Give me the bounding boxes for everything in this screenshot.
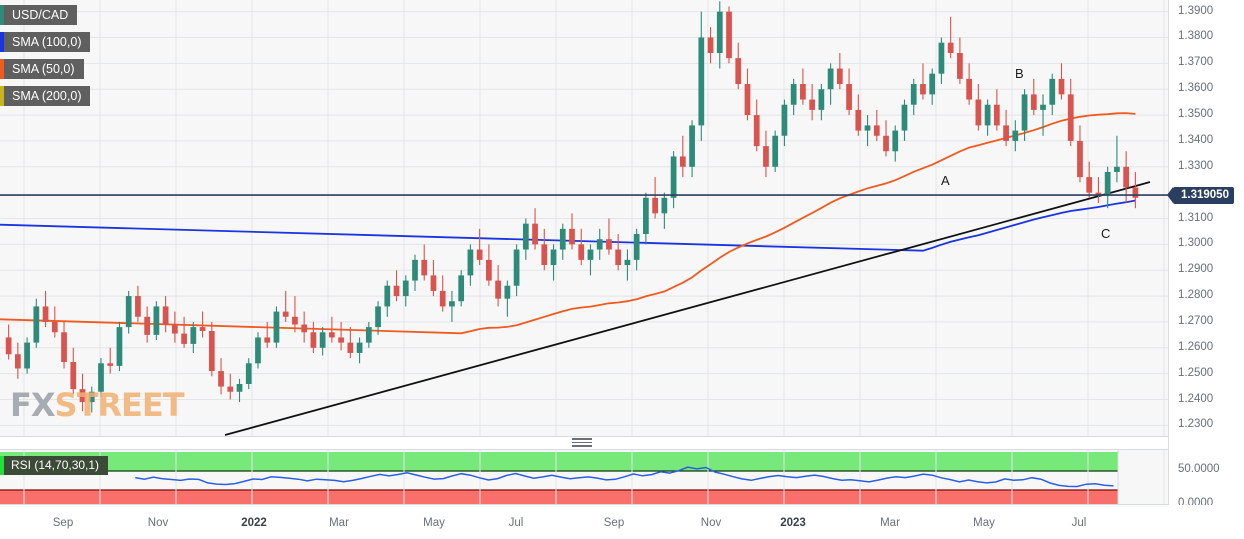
rsi-canvas bbox=[0, 450, 1165, 504]
rsi-axis-label: 50.0000 bbox=[1178, 463, 1220, 475]
legend-item-sma100[interactable]: SMA (100,0) bbox=[0, 32, 91, 52]
time-axis-month-label: Mar bbox=[329, 517, 349, 529]
price-axis-label: 1.2600 bbox=[1178, 340, 1214, 353]
legend-label-sma50: SMA (50,0) bbox=[4, 59, 84, 79]
rsi-indicator-pane[interactable]: RSI (14,70,30,1) bbox=[0, 449, 1168, 505]
price-axis-label: 1.3700 bbox=[1178, 56, 1214, 69]
legend-color-swatch-sma100 bbox=[0, 32, 4, 52]
current-price-tag: 1.319050 bbox=[1167, 186, 1234, 204]
price-axis[interactable]: 1.3900 1.3800 1.3700 1.3600 1.3500 1.3400 1.33… bbox=[1167, 0, 1244, 509]
price-axis-label: 1.3500 bbox=[1178, 108, 1214, 121]
time-axis-year-label: 2022 bbox=[241, 517, 267, 529]
legend-label-symbol: USD/CAD bbox=[4, 5, 78, 25]
time-axis-month-label: Jul bbox=[508, 517, 524, 529]
rsi-legend-label: RSI (14,70,30,1) bbox=[4, 456, 109, 475]
handle-line bbox=[572, 441, 592, 443]
price-axis-label: 1.2900 bbox=[1178, 263, 1214, 276]
price-axis-label: 1.3400 bbox=[1178, 133, 1214, 146]
time-axis[interactable]: Sep Nov 2022 Mar May Jul Sep Nov 2023 Mar May Jul bbox=[0, 505, 1244, 539]
rsi-legend[interactable]: RSI (14,70,30,1) bbox=[0, 456, 109, 475]
handle-line bbox=[572, 445, 592, 447]
price-axis-label: 1.3100 bbox=[1178, 211, 1214, 224]
fxstreet-watermark: FXSTREET bbox=[10, 386, 185, 424]
rsi-color-swatch bbox=[0, 456, 4, 475]
legend-color-swatch-sma50 bbox=[0, 59, 4, 79]
time-axis-month-label: Jul bbox=[1071, 517, 1087, 529]
time-axis-month-label: Sep bbox=[603, 517, 625, 529]
pane-resize-handle[interactable] bbox=[572, 438, 592, 447]
time-axis-month-label: May bbox=[973, 517, 995, 529]
price-axis-label: 1.2500 bbox=[1178, 366, 1214, 379]
watermark-fx: FX bbox=[10, 386, 56, 424]
handle-line bbox=[572, 438, 592, 440]
price-axis-label: 1.2300 bbox=[1178, 418, 1214, 431]
price-axis-label: 1.2800 bbox=[1178, 289, 1214, 302]
chart-legend: USD/CAD SMA (100,0) SMA (50,0) SMA (200,… bbox=[0, 5, 91, 113]
legend-label-sma100: SMA (100,0) bbox=[4, 32, 91, 52]
price-axis-label: 1.3800 bbox=[1178, 30, 1214, 43]
price-axis-label: 1.2700 bbox=[1178, 314, 1214, 327]
legend-item-sma200[interactable]: SMA (200,0) bbox=[0, 86, 91, 106]
price-chart-pane[interactable]: FXSTREET USD/CAD SMA (100,0) SMA (50,0) … bbox=[0, 0, 1168, 437]
time-axis-month-label: May bbox=[423, 517, 445, 529]
annotation-b: B bbox=[1015, 66, 1024, 81]
price-axis-label: 1.2400 bbox=[1178, 392, 1214, 405]
time-axis-month-label: Sep bbox=[52, 517, 74, 529]
legend-color-swatch-sma200 bbox=[0, 86, 4, 106]
watermark-street: STREET bbox=[54, 386, 185, 424]
price-axis-label: 1.3300 bbox=[1178, 159, 1214, 172]
time-axis-month-label: Nov bbox=[147, 517, 169, 529]
legend-color-swatch-symbol bbox=[0, 5, 4, 25]
annotation-a: A bbox=[941, 173, 950, 188]
annotation-c: C bbox=[1101, 226, 1111, 241]
price-chart-canvas bbox=[0, 0, 1168, 436]
time-axis-month-label: Nov bbox=[700, 517, 722, 529]
time-axis-year-label: 2023 bbox=[780, 517, 806, 529]
legend-item-sma50[interactable]: SMA (50,0) bbox=[0, 59, 84, 79]
legend-label-sma200: SMA (200,0) bbox=[4, 86, 91, 106]
price-axis-label: 1.3000 bbox=[1178, 237, 1214, 250]
price-axis-label: 1.3900 bbox=[1178, 4, 1214, 17]
price-axis-label: 1.3600 bbox=[1178, 82, 1214, 95]
legend-item-symbol[interactable]: USD/CAD bbox=[0, 5, 78, 25]
time-axis-month-label: Mar bbox=[880, 517, 900, 529]
